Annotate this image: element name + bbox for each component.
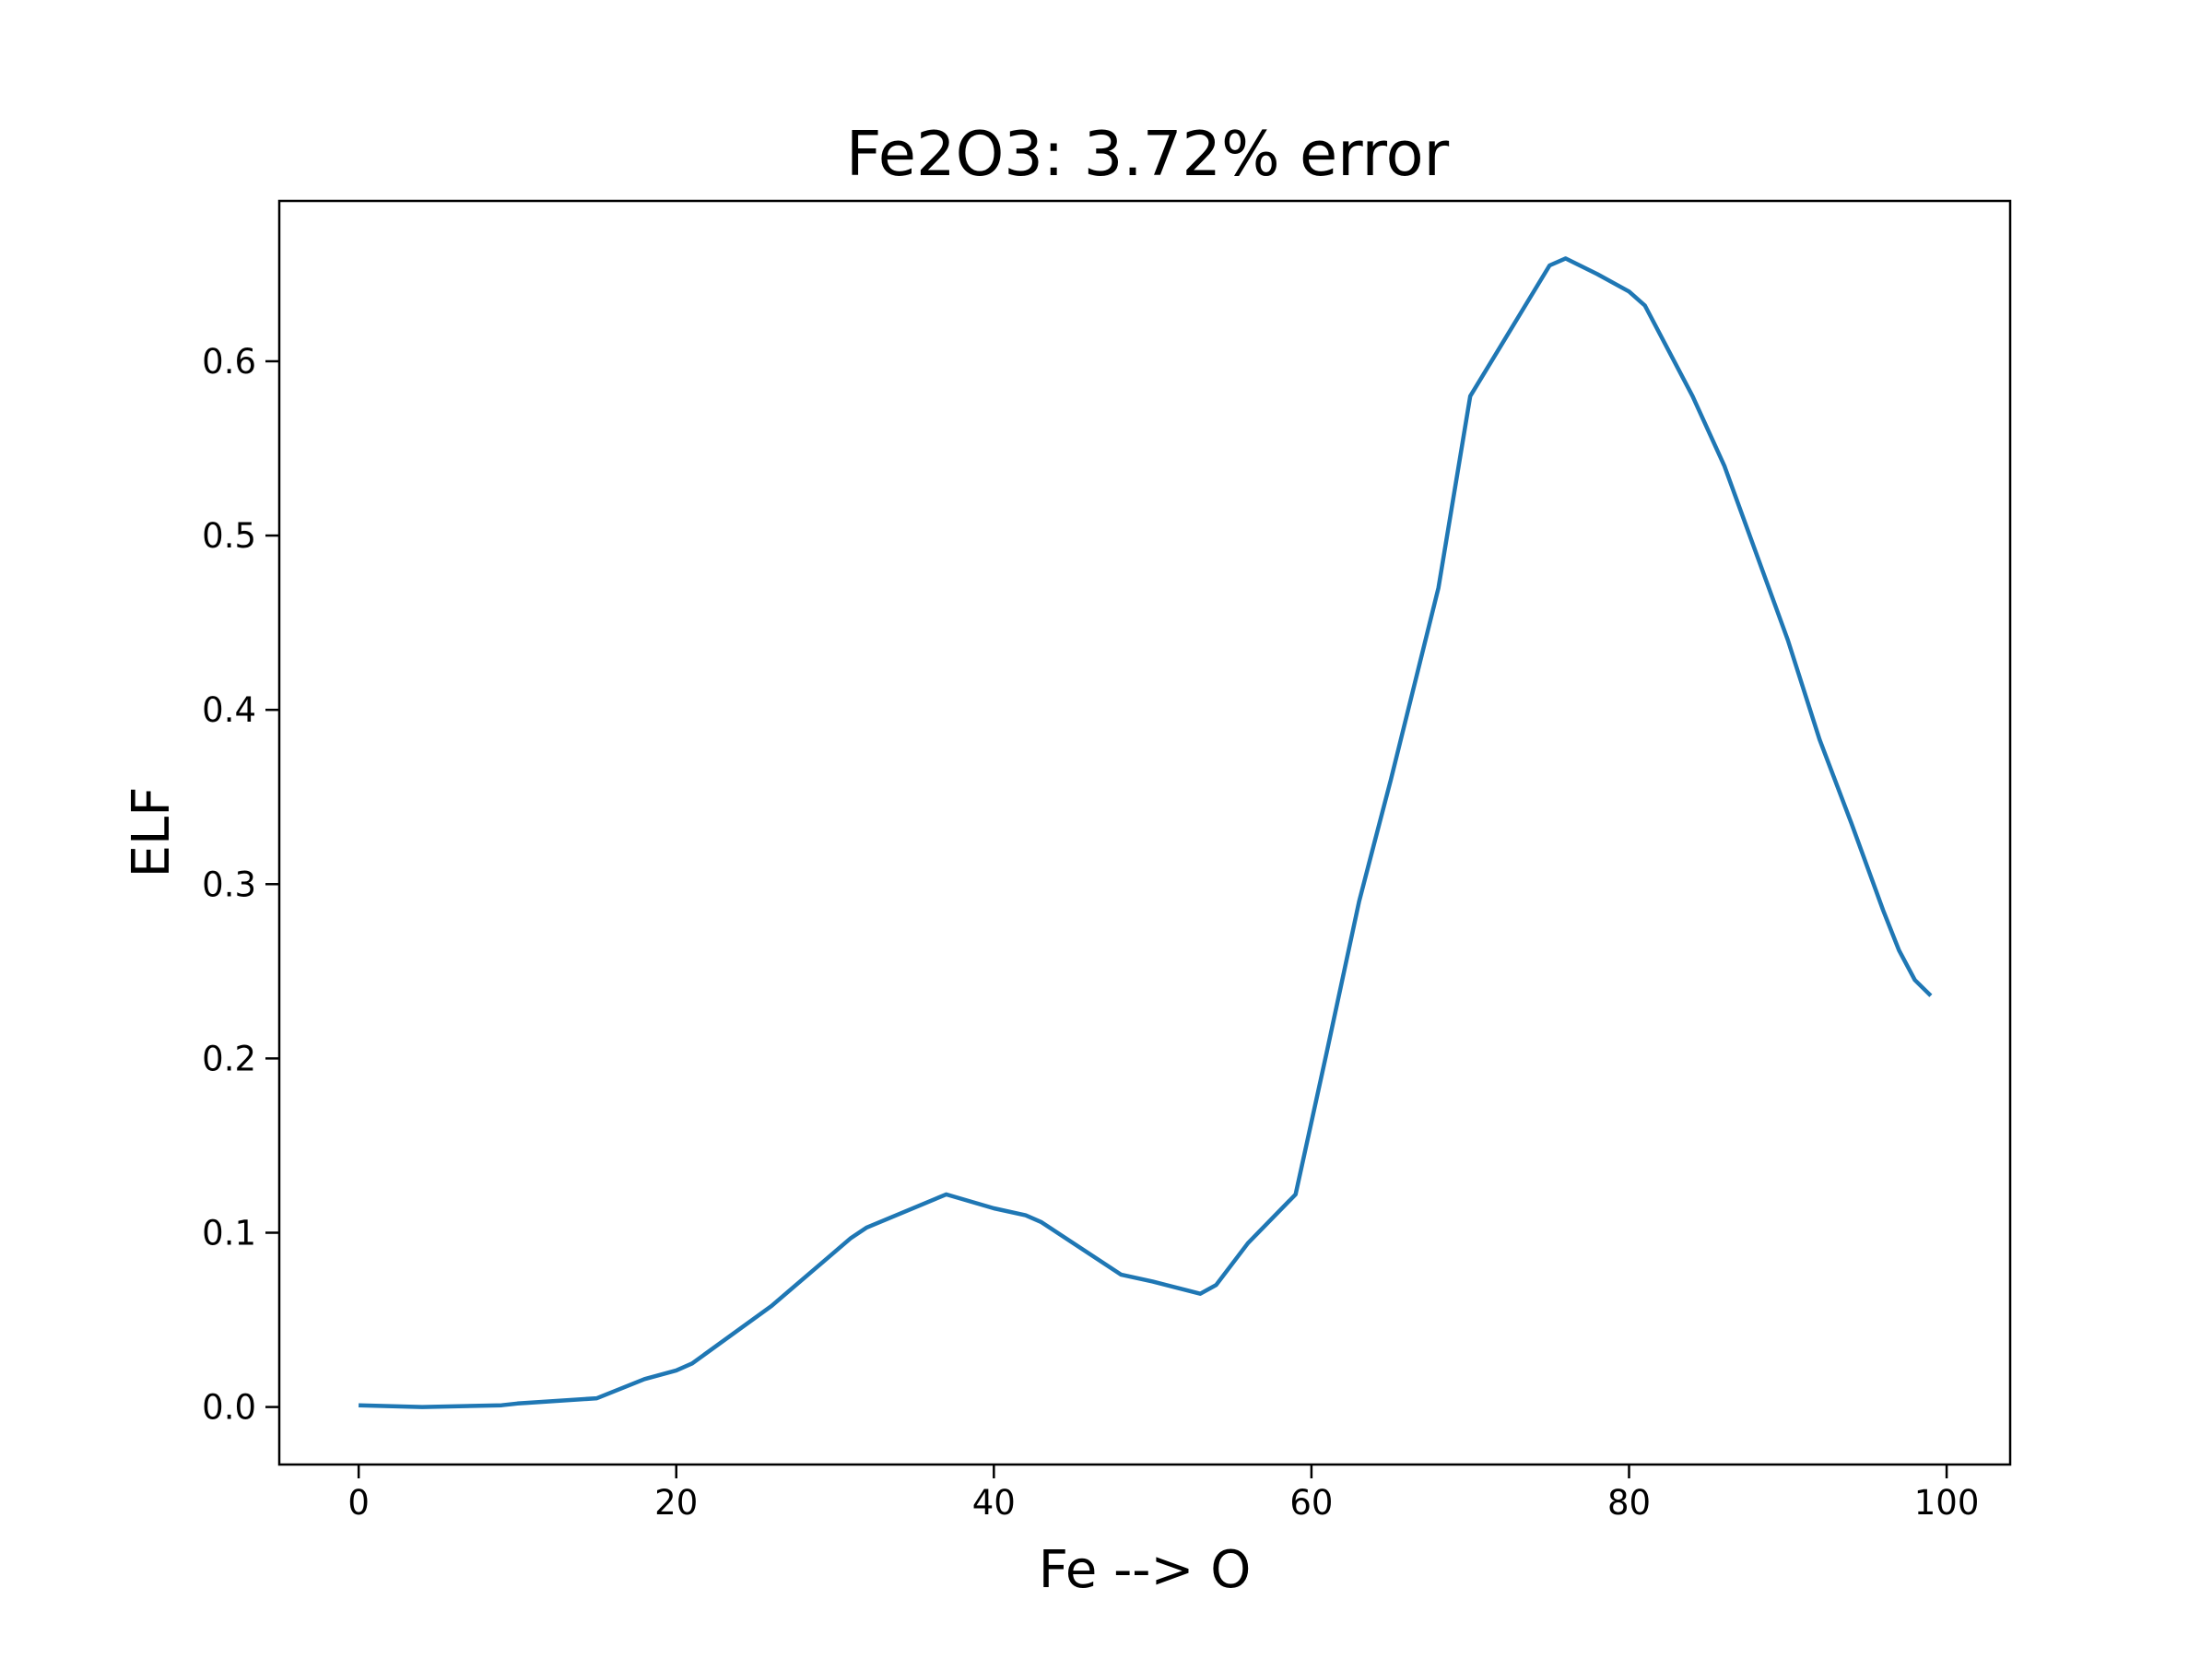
x-tick-label: 60 (1289, 1483, 1333, 1523)
elf-series-line (359, 256, 1933, 1409)
chart-title: Fe2O3: 3.72% error (846, 118, 1450, 190)
y-tick-label: 0.1 (202, 1213, 256, 1253)
y-tick-label: 0.3 (202, 865, 256, 904)
y-tick-label: 0.0 (202, 1388, 256, 1428)
x-axis-label: Fe --> O (1039, 1540, 1252, 1600)
plot-frame (277, 199, 2012, 1466)
y-axis: 0.0 0.1 0.2 0.3 0.4 0.5 0.6 (202, 342, 279, 1428)
x-tick-label: 100 (1914, 1483, 1980, 1523)
y-tick-label: 0.5 (202, 516, 256, 556)
y-axis-label: ELF (122, 787, 182, 878)
x-axis: 0 20 40 60 80 100 (347, 1465, 1979, 1523)
y-tick-label: 0.2 (202, 1039, 256, 1078)
y-tick-label: 0.4 (202, 690, 256, 730)
y-tick-label: 0.6 (202, 342, 256, 382)
x-tick-label: 40 (972, 1483, 1016, 1523)
x-tick-label: 0 (347, 1483, 370, 1523)
plot-area (359, 256, 1933, 1409)
x-tick-label: 80 (1607, 1483, 1651, 1523)
x-tick-label: 20 (654, 1483, 698, 1523)
